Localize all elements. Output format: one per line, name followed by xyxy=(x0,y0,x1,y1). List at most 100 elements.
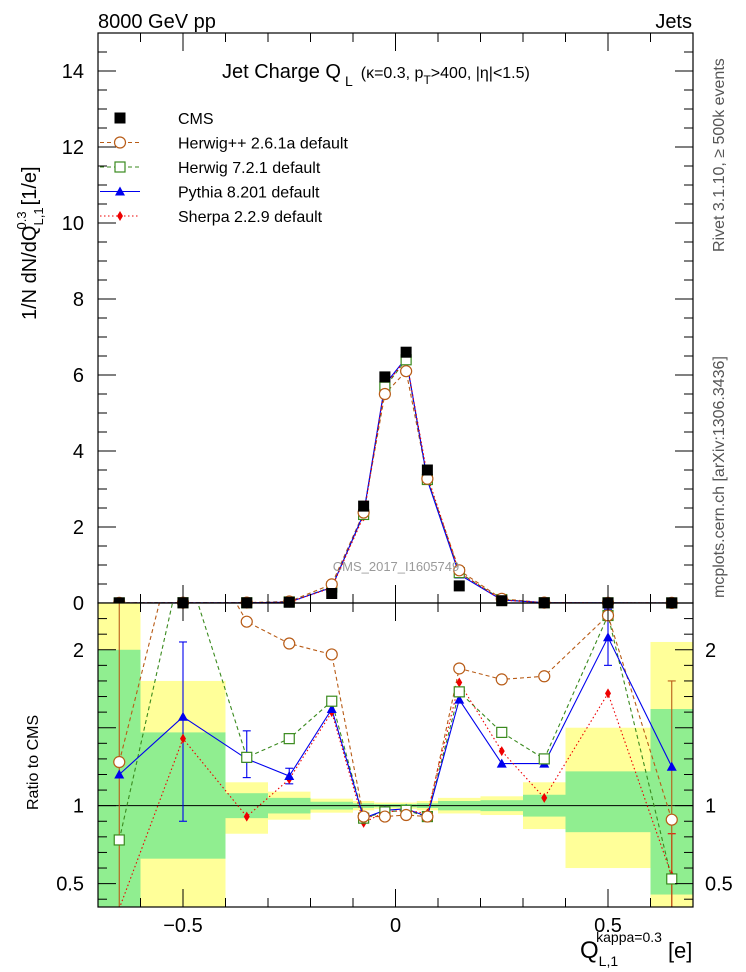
main-ylabel-sup: 0.3 xyxy=(14,211,29,229)
legend-marker xyxy=(117,211,123,221)
title-cond: (κ=0.3, p xyxy=(361,65,424,82)
ratio-point xyxy=(241,751,253,763)
ratio-frame xyxy=(97,602,694,908)
main-ytick-label: 0 xyxy=(73,593,84,615)
main-point xyxy=(400,346,412,358)
ratio-series-line xyxy=(118,603,673,820)
main-point xyxy=(421,464,433,476)
ratio-ytick-label: 1 xyxy=(73,796,84,818)
ratio-point xyxy=(603,632,613,642)
main-point xyxy=(379,371,391,383)
ratio-point xyxy=(496,758,507,768)
main-point xyxy=(496,595,508,607)
main-point xyxy=(453,564,466,577)
ratio-point xyxy=(454,694,465,704)
ratio-ytick-label: 0.5 xyxy=(56,874,84,896)
legend-label: Herwig 7.2.1 default xyxy=(178,160,321,177)
ratio-point xyxy=(541,792,548,803)
legend-marker xyxy=(114,112,126,124)
ratio-xtick-label: −0.5 xyxy=(163,915,202,937)
ratio-point xyxy=(421,810,434,823)
main-ytick-label: 10 xyxy=(62,213,84,235)
main-point xyxy=(358,500,370,512)
main-ylabel-text: 1/N dN/dQ xyxy=(19,226,41,320)
ratio-ytick-label: 2 xyxy=(73,640,84,662)
ratio-point xyxy=(538,670,551,683)
main-point xyxy=(453,580,465,592)
ratio-series-line xyxy=(118,636,673,819)
ratio-series-line xyxy=(118,603,673,880)
ratio-bands xyxy=(98,603,693,907)
xlabel-main: Q xyxy=(580,937,599,964)
legend-label: Pythia 8.201 default xyxy=(178,185,320,202)
main-ytick-label: 8 xyxy=(73,289,84,311)
ratio-point xyxy=(495,673,508,686)
xlabel-sub: L,1 xyxy=(599,953,619,969)
ratio-point xyxy=(357,810,370,823)
ratio-ylabel: Ratio to CMS xyxy=(25,715,42,810)
main-point xyxy=(283,596,295,608)
ratio-ytick-label-right: 2 xyxy=(705,640,716,662)
legend-item: Sherpa 2.2.9 default xyxy=(100,209,323,226)
analysis-watermark: CMS_2017_I1605749 xyxy=(333,559,460,574)
ratio-ytick-label-right: 0.5 xyxy=(705,874,733,896)
ratio-ytick-label-right: 1 xyxy=(705,796,716,818)
header-right: Jets xyxy=(655,11,692,33)
xlabel-sup: kappa=0.3 xyxy=(596,929,662,945)
legend-label: Sherpa 2.2.9 default xyxy=(178,209,323,226)
ratio-point xyxy=(400,808,413,822)
ratio-point xyxy=(605,688,611,699)
ratio-point xyxy=(113,834,125,846)
legend-item: Herwig++ 2.6.1a default xyxy=(100,136,348,153)
legend-item: Herwig 7.2.1 default xyxy=(100,160,321,177)
ratio-point xyxy=(178,711,188,721)
main-ytick-label: 4 xyxy=(73,441,84,463)
title-sub: L xyxy=(345,73,353,89)
main-panel: 0 2 4 6 8 10 12 14 xyxy=(62,32,694,615)
main-ylabel-unit: [1/e] xyxy=(19,166,41,205)
title-cond-sub: T xyxy=(423,73,431,87)
ratio-point xyxy=(453,686,465,698)
legend: CMS Herwig++ 2.6.1a default Herwig 7.2.1 d… xyxy=(100,111,348,226)
ratio-point xyxy=(243,811,250,822)
ratio-point xyxy=(453,662,466,675)
ratio-point xyxy=(378,810,391,823)
ratio-series-line xyxy=(119,681,673,907)
ratio-point xyxy=(326,704,337,714)
ratio-data-layer xyxy=(113,603,678,907)
main-ytick-label: 6 xyxy=(73,365,84,387)
legend-marker xyxy=(115,186,125,196)
main-point xyxy=(326,588,338,599)
ratio-point xyxy=(325,648,338,661)
ratio-xtick-label: 0.5 xyxy=(594,915,622,937)
ratio-point xyxy=(666,873,678,885)
main-point xyxy=(378,387,391,401)
ratio-axes: 0.5 0.5 1 1 2 2 −0.5 0 0.5 xyxy=(56,603,733,937)
main-ylabel-sub: L,1 xyxy=(31,207,46,225)
chart-title: Jet Charge Q L (κ=0.3, pT>400, |η|<1.5) xyxy=(222,61,530,89)
legend-label: Herwig++ 2.6.1a default xyxy=(178,136,348,153)
title-cond-rest: >400, |η|<1.5) xyxy=(431,65,530,82)
ratio-series-group xyxy=(113,603,678,907)
ratio-band-green xyxy=(565,771,651,833)
legend-item: Pythia 8.201 default xyxy=(100,185,320,202)
ratio-point xyxy=(240,615,253,628)
ratio-point xyxy=(114,769,125,779)
xlabel: QL,1 kappa=0.3 [e] xyxy=(580,929,692,969)
ratio-point xyxy=(538,753,550,765)
legend-item: CMS xyxy=(114,111,214,128)
title-main: Jet Charge Q xyxy=(222,61,341,83)
ratio-point xyxy=(283,637,296,650)
ratio-point xyxy=(498,746,505,757)
ratio-point xyxy=(326,695,338,707)
main-ytick-label: 14 xyxy=(62,61,84,83)
ratio-point xyxy=(180,733,186,744)
header-left: 8000 GeV pp xyxy=(98,11,216,33)
ratio-point xyxy=(283,733,295,745)
ratio-point xyxy=(665,813,678,826)
legend-label: CMS xyxy=(178,111,214,128)
ratio-panel: 0.5 0.5 1 1 2 2 −0.5 0 0.5 xyxy=(56,602,733,937)
mcplots-label: mcplots.cern.ch [arXiv:1306.3436] xyxy=(711,356,728,598)
ratio-xtick-label: 0 xyxy=(390,915,401,937)
